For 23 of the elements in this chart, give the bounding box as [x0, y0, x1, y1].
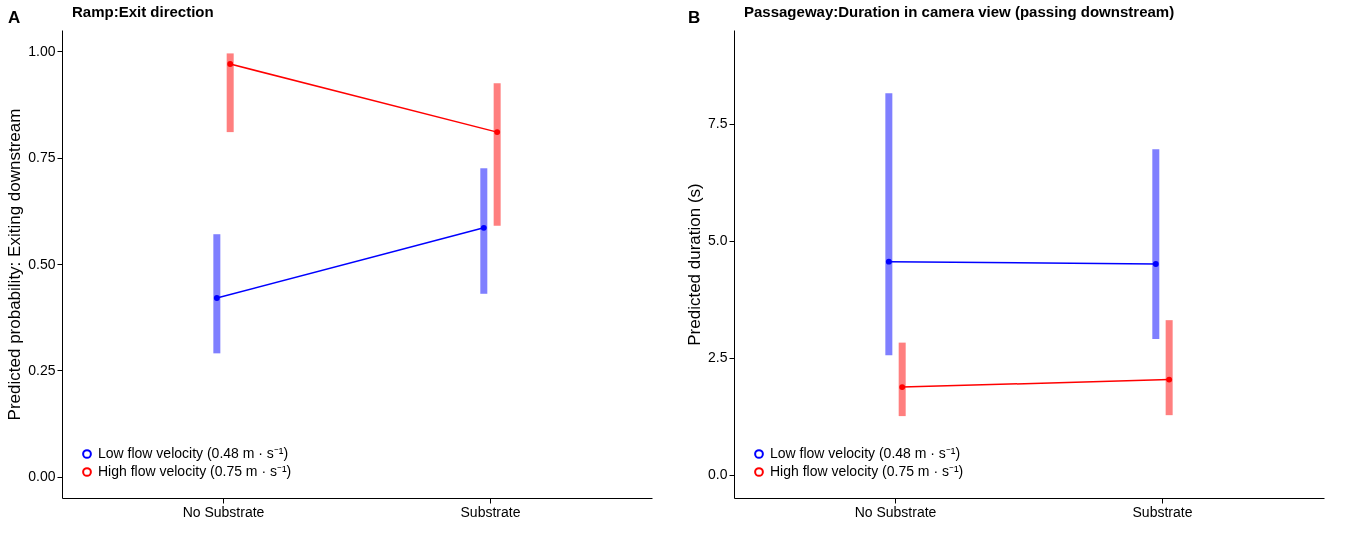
- legend-label: High flow velocity (0.75 m · s⁻¹): [98, 463, 292, 479]
- y-tick-label: 2.5: [708, 349, 728, 366]
- text: B: [688, 8, 701, 28]
- legend-label: Low flow velocity (0.48 m · s⁻¹): [770, 445, 961, 461]
- y-tick-label: 0.0: [708, 466, 728, 483]
- y-axis-title: Predicted duration (s): [685, 183, 705, 346]
- text: A: [8, 8, 21, 28]
- y-tick-label: 1.00: [28, 42, 56, 59]
- chart-title: Ramp:Exit direction: [72, 3, 214, 20]
- x-tick-label: No Substrate: [182, 503, 265, 520]
- y-tick-label: 0.00: [28, 468, 56, 485]
- y-tick-label: 7.5: [708, 115, 728, 132]
- x-tick-label: Substrate: [1132, 503, 1193, 520]
- legend-label: Low flow velocity (0.48 m · s⁻¹): [98, 445, 289, 461]
- y-tick-label: 5.0: [708, 232, 728, 249]
- y-axis-title: Predicted probability: Exiting downstream: [5, 108, 25, 421]
- x-tick-label: No Substrate: [854, 503, 937, 520]
- y-tick-label: 0.25: [28, 361, 56, 378]
- x-tick-label: Substrate: [460, 503, 521, 520]
- y-tick-label: 0.75: [28, 149, 56, 166]
- chart-title: Passageway:Duration in camera view (passing downstream): [744, 3, 1175, 20]
- legend-label: High flow velocity (0.75 m · s⁻¹): [770, 463, 964, 479]
- y-tick-label: 0.50: [28, 255, 56, 272]
